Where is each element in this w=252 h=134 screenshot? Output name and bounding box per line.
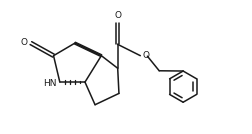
Text: HN: HN bbox=[43, 79, 57, 88]
Text: O: O bbox=[114, 11, 121, 21]
Text: O: O bbox=[142, 51, 149, 60]
Text: O: O bbox=[20, 38, 27, 47]
